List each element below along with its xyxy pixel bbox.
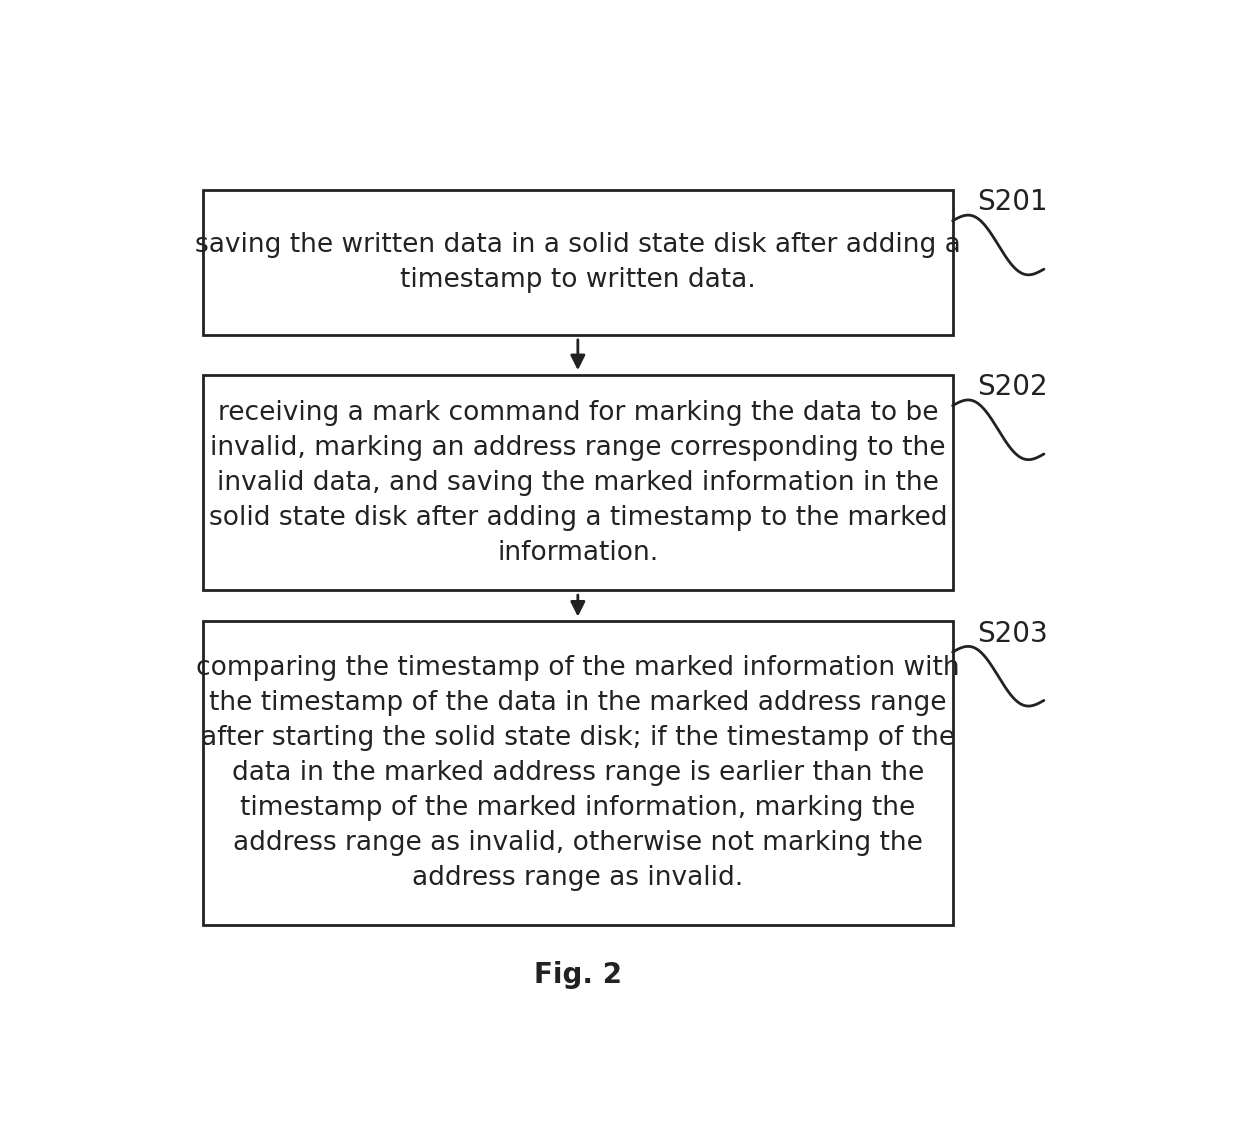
Text: Fig. 2: Fig. 2	[534, 961, 621, 989]
Text: receiving a mark command for marking the data to be
invalid, marking an address : receiving a mark command for marking the…	[208, 400, 947, 566]
Bar	[203, 190, 952, 335]
Bar	[203, 375, 952, 591]
Text: S201: S201	[977, 189, 1048, 216]
Text: comparing the timestamp of the marked information with
the timestamp of the data: comparing the timestamp of the marked in…	[196, 655, 960, 892]
Text: saving the written data in a solid state disk after adding a
timestamp to writte: saving the written data in a solid state…	[195, 232, 961, 293]
Bar	[203, 622, 952, 925]
Text: S202: S202	[977, 374, 1048, 401]
Text: S203: S203	[977, 620, 1048, 648]
